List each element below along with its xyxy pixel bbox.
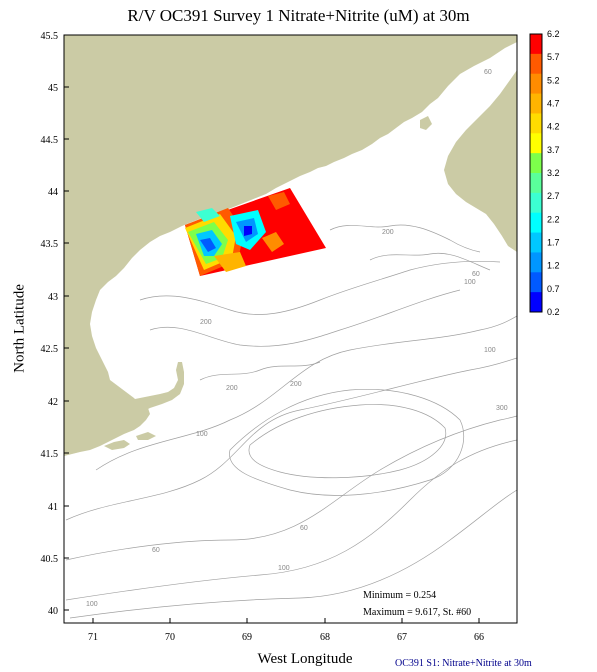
colorbar-swatch [530,153,542,174]
land-maine-new-england [64,35,517,456]
y-tick-label: 41 [48,502,58,513]
x-tick-label: 71 [88,632,98,643]
map-frame [63,34,518,624]
x-axis-title: West Longitude [257,651,353,667]
contour-label: 200 [290,381,302,388]
colorbar-swatch [530,53,542,75]
colorbar-label: 0.2 [547,307,560,317]
colorbar-label: 1.2 [547,261,560,271]
colorbar-swatch [530,252,542,273]
y-tick-label: 45.5 [41,31,59,42]
colorbar-swatch [530,93,542,114]
colorbar-swatch [530,133,542,154]
y-ticks [64,34,69,611]
colorbar-label: 3.7 [547,145,560,155]
bathymetry-contours [65,224,517,619]
y-tick-label: 42 [48,397,58,408]
land-islands [104,432,156,450]
colorbar-label: 5.2 [547,75,560,85]
y-tick-label: 44 [48,187,58,198]
y-tick-label: 40.5 [41,554,59,565]
colorbar-label: 4.2 [547,122,560,132]
contour-label: 100 [278,565,290,572]
nitrate-survey-field [185,188,326,276]
colorbar-label: 1.7 [547,238,560,248]
colorbar-label: 2.2 [547,214,560,224]
maximum-label: Maximum = 9.617, St. #60 [363,607,472,618]
colorbar-label: 5.7 [547,52,560,62]
contour-label: 100 [464,279,476,286]
x-tick-labels: 71 70 69 68 67 66 [88,632,484,643]
map-title: R/V OC391 Survey 1 Nitrate+Nitrite (uM) … [127,6,470,25]
colorbar-frame [529,33,543,313]
colorbar-swatch [530,113,542,134]
x-tick-label: 70 [165,632,175,643]
land-grand-manan [420,116,432,130]
colorbar-swatch [530,34,542,55]
x-tick-label: 68 [320,632,330,643]
colorbar-swatch [530,192,542,214]
y-tick-label: 45 [48,83,58,94]
y-tick-label: 41.5 [41,449,59,460]
y-tick-label: 44.5 [41,135,59,146]
y-tick-label: 43.5 [41,239,59,250]
contour-label: 100 [86,601,98,608]
x-tick-label: 66 [474,632,484,643]
contour-label: 60 [472,271,480,278]
land-nova-scotia [444,70,517,252]
contour-label: 60 [152,547,160,554]
y-tick-label: 40 [48,606,58,617]
contour-label: 100 [484,347,496,354]
contour-label: 60 [484,69,492,76]
x-ticks [92,618,480,623]
colorbar-swatch [530,212,542,234]
y-tick-label: 42.5 [41,344,59,355]
land-cape-cod [118,362,184,418]
colorbar-swatch [530,272,542,293]
colorbar-swatch [530,173,542,194]
colorbar-label: 0.7 [547,284,560,294]
x-tick-label: 69 [242,632,252,643]
x-tick-label: 67 [397,632,407,643]
contour-label: 200 [226,385,238,392]
colorbar-swatch [530,73,542,95]
colorbar-swatch [530,232,542,253]
footer-caption: OC391 S1: Nitrate+Nitrite at 30m [395,658,532,669]
contour-label: 300 [496,405,508,412]
contour-label: 200 [200,319,212,326]
y-tick-labels: 45.5 45 44.5 44 43.5 43 42.5 42 41.5 41 … [41,31,59,617]
colorbar-swatch [530,292,542,313]
colorbar: 6.2 5.7 5.2 4.7 4.2 3.7 3.2 2.7 2.2 1.7 1.2 0.7 0.2 [529,29,560,317]
contour-label: 60 [300,525,308,532]
contour-label: 200 [382,229,394,236]
minimum-label: Minimum = 0.254 [363,590,437,601]
colorbar-label: 3.2 [547,168,560,178]
colorbar-label: 4.7 [547,99,560,109]
contour-label: 100 [196,431,208,438]
y-tick-label: 43 [48,292,58,303]
colorbar-label: 2.7 [547,191,560,201]
colorbar-label: 6.2 [547,29,560,39]
